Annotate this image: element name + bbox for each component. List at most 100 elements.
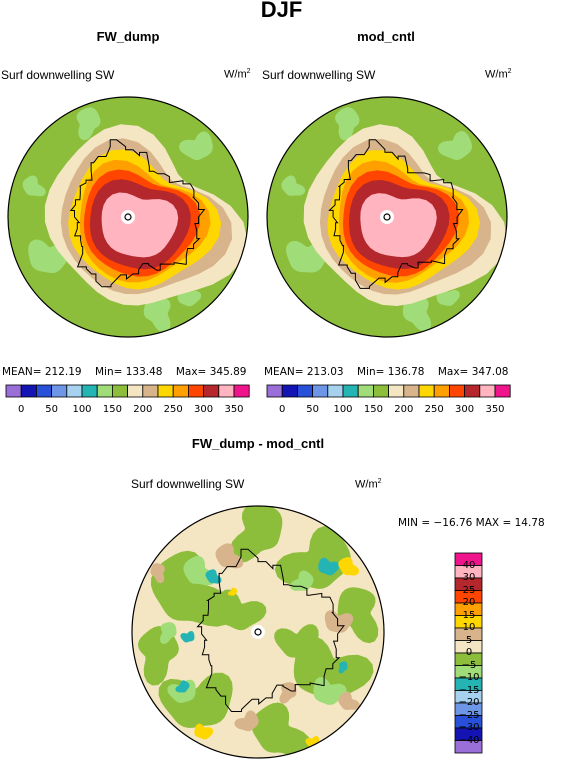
diff-positive-region [150, 563, 165, 584]
colorbar-swatch [373, 384, 390, 398]
diff-colorbar-tick-label: −25 [458, 709, 480, 721]
panel1-max: Max= 345.89 [175, 366, 247, 378]
panel2-patch [438, 131, 472, 160]
panel1-stats: MEAN= 212.19 Min= 133.48 Max= 345.89 [2, 366, 246, 378]
diff-positive-region [279, 682, 297, 704]
colorbar-swatch [96, 384, 113, 398]
panel2-map-border [266, 96, 508, 338]
diff-colorbar-tick-label: 30 [462, 572, 476, 583]
panel2-title: mod_cntl [357, 29, 415, 44]
colorbar-swatch [187, 384, 204, 398]
diff-strong-positive-region [338, 557, 360, 576]
panel2-pole-dot [383, 213, 391, 221]
colorbar-swatch [157, 384, 174, 398]
panel1-pole-dot [124, 213, 132, 221]
colorbar-swatch [388, 384, 405, 398]
diff-colorbar-tick-label: 40 [462, 559, 476, 571]
diff-strong-negative-region [318, 557, 340, 576]
panel1-units: W/m2 [224, 68, 251, 81]
panel1-patch [179, 131, 213, 160]
diff-colorbar-tick-label: −15 [458, 684, 480, 696]
diff-colorbar-tick-label: 10 [462, 622, 476, 633]
colorbar-tick-label: 150 [363, 404, 383, 415]
diff-positive-region [215, 543, 244, 569]
panel2-patch [281, 175, 306, 196]
diff-colorbar-tick-label: 20 [462, 597, 476, 608]
diff-colorbar-tick-label: −5 [461, 659, 477, 671]
colorbar-tick-label: 0 [279, 404, 286, 415]
diff-variable: Surf downwelling SW [131, 477, 245, 491]
diff-strong-negative-region [338, 661, 348, 674]
season-title: DJF [260, 0, 303, 22]
colorbar-tick-label: 200 [394, 404, 414, 415]
diff-colorbar [454, 552, 483, 754]
colorbar-swatch [20, 384, 37, 398]
diff-coastline [196, 548, 345, 712]
colorbar-tick-label: 50 [306, 404, 319, 415]
panel2-field [267, 97, 507, 337]
colorbar-swatch [342, 384, 359, 398]
diff-colorbar-swatch [454, 740, 483, 754]
colorbar-tick-label: 50 [45, 404, 58, 415]
colorbar-swatch [218, 384, 235, 398]
panel2-colorbar [266, 384, 511, 398]
panel2-mean: MEAN= 213.03 [264, 366, 344, 378]
panel1-polar-map [7, 96, 249, 338]
diff-negative-region [293, 636, 374, 702]
panel2-stats: MEAN= 213.03 Min= 136.78 Max= 347.08 [264, 366, 508, 378]
colorbar-swatch [357, 384, 374, 398]
diff-positive-region [234, 710, 259, 732]
diff-negative-region [337, 587, 379, 644]
diff-strong-negative-region [175, 680, 190, 693]
diff-title: FW_dump - mod_cntl [191, 436, 325, 451]
diff-negative-region [151, 550, 236, 627]
colorbar-tick-label: 0 [18, 404, 25, 415]
panel2-patch [335, 107, 360, 141]
colorbar-tick-label: 250 [424, 404, 444, 415]
panel1-map-border [7, 96, 249, 338]
panel1-field [8, 97, 248, 337]
diff-minmax: MIN = −16.76 MAX = 14.78 [398, 517, 545, 529]
diff-field [132, 506, 384, 758]
colorbar-swatch [81, 384, 98, 398]
panel1-patch [76, 107, 101, 141]
diff-colorbar-tick-label: −10 [458, 672, 480, 683]
colorbar-swatch [51, 384, 68, 398]
panel2-min: Min= 136.78 [356, 366, 425, 378]
panel1-colorbar [5, 384, 250, 398]
panel1-mean: MEAN= 212.19 [2, 366, 82, 378]
diff-positive-region [338, 691, 360, 710]
colorbar-tick-label: 100 [72, 404, 92, 415]
diff-colorbar-tick-label: 15 [462, 609, 476, 621]
colorbar-tick-label: 350 [224, 404, 244, 415]
colorbar-tick-label: 200 [133, 404, 153, 415]
panel1-patch [22, 175, 46, 197]
diff-pole-dot [254, 628, 262, 636]
colorbar-swatch [35, 384, 52, 398]
colorbar-tick-label: 350 [485, 404, 505, 415]
colorbar-tick-label: 100 [333, 404, 353, 415]
colorbar-swatch [233, 384, 250, 398]
panel1-contour [101, 192, 179, 258]
colorbar-swatch [296, 384, 313, 398]
colorbar-swatch [66, 384, 83, 398]
panel2-variable: Surf downwelling SW [262, 68, 376, 82]
diff-units: W/m2 [355, 478, 382, 491]
colorbar-swatch [266, 384, 283, 398]
diff-negative-region-light [159, 622, 177, 644]
colorbar-swatch [281, 384, 298, 398]
colorbar-swatch [418, 384, 435, 398]
diff-negative-region-light [313, 677, 347, 705]
colorbar-swatch [479, 384, 496, 398]
diff-colorbar-tick-label: −20 [458, 697, 480, 708]
panel2-polar-map [266, 96, 508, 338]
colorbar-swatch [112, 384, 129, 398]
diff-colorbar-tick-label: 0 [465, 647, 473, 658]
panel2-units: W/m2 [485, 68, 512, 81]
colorbar-swatch [312, 384, 329, 398]
colorbar-swatch [5, 384, 22, 398]
colorbar-tick-label: 150 [102, 404, 122, 415]
panel1-pole-marker [121, 210, 135, 224]
diff-colorbar-tick-label: −40 [458, 734, 480, 746]
